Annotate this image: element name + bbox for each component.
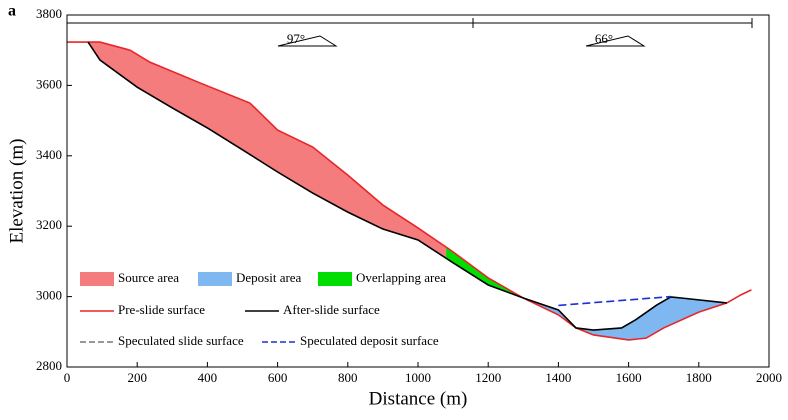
y-tick-label: 2800 (36, 358, 62, 373)
legend-label: Pre-slide surface (118, 302, 205, 317)
legend-swatch (80, 272, 114, 286)
x-tick-label: 600 (268, 370, 288, 385)
legend-label: After-slide surface (283, 302, 380, 317)
y-axis-label: Elevation (m) (6, 139, 27, 244)
line (67, 41, 752, 341)
legend-label: Overlapping area (356, 270, 446, 285)
y-tick-label: 3800 (36, 6, 62, 21)
slope-angle: 66° (595, 31, 613, 46)
x-axis-label: Distance (m) (369, 388, 468, 409)
line (87, 41, 727, 331)
panel-label: a (8, 3, 16, 20)
x-tick-label: 1000 (405, 370, 431, 385)
x-tick-label: 1600 (616, 370, 642, 385)
legend-label: Source area (118, 270, 179, 285)
y-tick-label: 3200 (36, 217, 62, 232)
legend-label: Deposit area (236, 270, 302, 285)
section-marker (66, 18, 753, 47)
line (558, 295, 671, 307)
y-tick-label: 3400 (36, 147, 62, 162)
y-tick-label: 3000 (36, 288, 62, 303)
legend-swatch (198, 272, 232, 286)
slope-angle: 97° (287, 31, 305, 46)
x-tick-label: 800 (338, 370, 358, 385)
x-tick-label: 2000 (756, 370, 782, 385)
x-tick-label: 400 (198, 370, 218, 385)
area (67, 42, 447, 259)
legend-label: Speculated slide surface (118, 333, 244, 348)
legend-swatch (318, 272, 352, 286)
x-tick-label: 1800 (686, 370, 712, 385)
x-tick-label: 200 (127, 370, 147, 385)
y-tick-label: 3600 (36, 76, 62, 91)
x-tick-label: 1200 (475, 370, 501, 385)
x-tick-label: 1400 (545, 370, 571, 385)
x-tick-label: 0 (64, 370, 71, 385)
legend-label: Speculated deposit surface (300, 333, 439, 348)
